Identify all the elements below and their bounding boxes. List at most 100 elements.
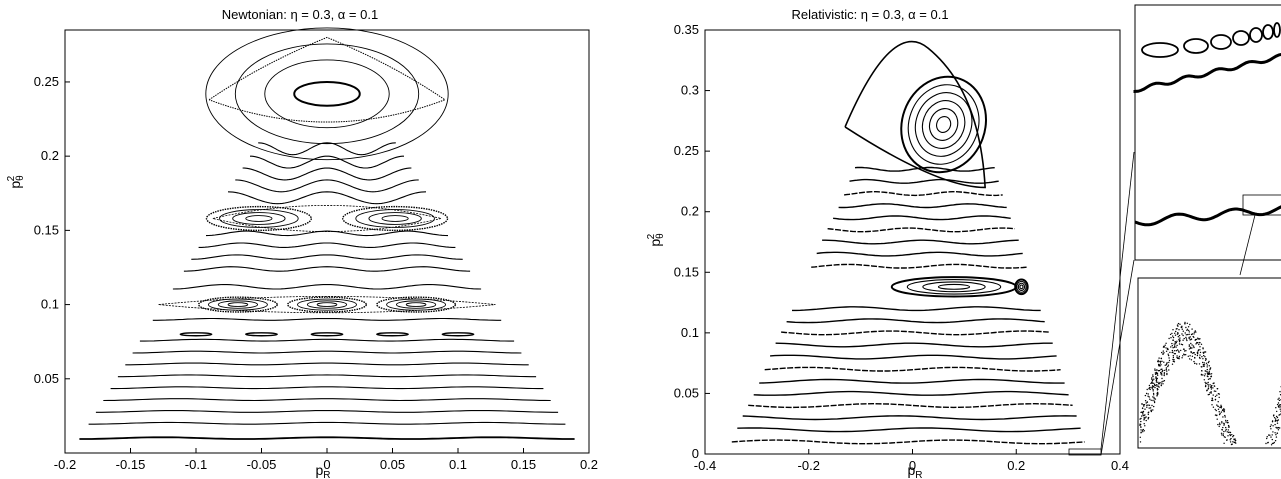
newtonian-island-orbit — [205, 205, 312, 232]
newtonian-island-orbit — [376, 296, 457, 313]
inset-scatter-point — [1206, 368, 1209, 371]
relativistic-x-tick-label: 0.2 — [1007, 458, 1025, 473]
inset-scatter-point — [1209, 392, 1211, 394]
inset-scatter-point — [1275, 415, 1278, 418]
inset-scatter-point — [1216, 394, 1218, 396]
inset-zoom-box — [1242, 194, 1281, 216]
inset-scatter-point — [1209, 367, 1212, 369]
inset-scatter-point — [1203, 362, 1206, 364]
inset-scatter-point — [1209, 368, 1211, 371]
inset-scatter-point — [1188, 333, 1190, 335]
inset-scatter-point — [1156, 389, 1159, 391]
inset-scatter-point — [1207, 387, 1210, 389]
relativistic-title: Relativistic: η = 0.3, α = 0.1 — [791, 7, 948, 22]
inset-scatter-point — [1151, 385, 1154, 387]
inset-scatter-point — [1156, 372, 1158, 374]
newtonian-x-tick-label: -0.05 — [247, 457, 277, 472]
inset-scatter-point — [1149, 407, 1152, 409]
inset-scatter-point — [1193, 352, 1196, 354]
inset-scatter-point — [1222, 416, 1224, 418]
inset-scatter-point — [1202, 374, 1204, 376]
inset-scatter-point — [1204, 359, 1207, 361]
inset-scatter-point — [1172, 329, 1174, 331]
inset-scatter-point — [1210, 392, 1212, 394]
inset-scatter-point — [1172, 339, 1175, 341]
inset-scatter-point — [1162, 383, 1164, 385]
inset-scatter-point — [1153, 378, 1155, 380]
zoom-connector-top — [1100, 151, 1135, 450]
newtonian-x-tick-label: 0 — [323, 457, 330, 472]
relativistic-torus-curve — [775, 342, 1053, 348]
inset-scatter-point — [1143, 405, 1145, 407]
relativistic-torus-curve — [781, 330, 1049, 336]
inset-scatter-point — [1216, 404, 1218, 406]
inset-scatter-point — [1155, 376, 1157, 378]
inset-scatter-point — [1211, 398, 1214, 400]
newtonian-torus-curve — [191, 254, 463, 260]
inset-scatter-point — [1220, 404, 1222, 406]
inset-scatter-point — [1175, 330, 1177, 333]
inset-scatter-point — [1157, 385, 1159, 387]
relativistic-torus-curve — [792, 306, 1041, 312]
inset-scatter-point — [1157, 391, 1159, 394]
newtonian-island-orbit — [297, 298, 357, 311]
inset-scatter-point — [1148, 404, 1151, 406]
inset-scatter-point — [1156, 387, 1159, 390]
newtonian-island-orbit — [355, 209, 435, 228]
inset-scatter-point — [1152, 392, 1155, 395]
inset-scatter-point — [1153, 398, 1155, 400]
inset-scatter-point — [1178, 358, 1180, 360]
inset-island-orbit — [1273, 22, 1281, 38]
inset-scatter-point — [1223, 409, 1226, 411]
inset-scatter-point — [1154, 384, 1156, 386]
inset-scatter-point — [1273, 417, 1276, 419]
inset-scatter-point — [1226, 420, 1229, 422]
relativistic-torus-curve — [822, 239, 1019, 245]
inset-scatter-point — [1196, 352, 1199, 354]
inset-scatter-point — [1158, 386, 1160, 388]
inset-scatter-point — [1145, 392, 1148, 395]
inset-scatter-point — [1227, 424, 1230, 427]
inset-scatter-point — [1166, 373, 1168, 376]
inset-scatter-point — [1266, 436, 1268, 438]
inset-scatter-point — [1153, 401, 1156, 404]
inset-scatter-point — [1148, 384, 1151, 387]
inset-scatter-point — [1153, 394, 1155, 396]
inset-scatter-point — [1178, 338, 1180, 341]
inset-scatter-point — [1173, 343, 1176, 345]
inset-scatter-point — [1161, 377, 1163, 380]
inset-scatter-point — [1153, 382, 1155, 384]
inset-scatter-point — [1191, 328, 1193, 330]
inset-scatter-point — [1218, 396, 1220, 399]
relativistic-island-orbit — [906, 279, 1002, 295]
newtonian-island-orbit — [232, 212, 286, 225]
inset-scatter-point — [1179, 337, 1181, 339]
inset-scatter-point — [1170, 337, 1172, 339]
inset-scatter-point — [1142, 431, 1144, 433]
newtonian-island-orbit — [381, 215, 409, 222]
inset-scatter-point — [1206, 371, 1208, 373]
inset-scatter-point — [1218, 413, 1221, 416]
inset-scatter-point — [1144, 414, 1146, 416]
newtonian-top-island-orbit — [293, 80, 361, 107]
inset-scatter-point — [1153, 405, 1155, 408]
newtonian-x-tick-label: 0.1 — [449, 457, 467, 472]
inset-top-frame — [1134, 4, 1281, 261]
relativistic-island-orbit — [921, 100, 966, 149]
relativistic-y-tick-label: 0.25 — [674, 143, 699, 158]
inset-scatter-point — [1176, 355, 1178, 357]
inset-scatter-point — [1206, 366, 1208, 368]
inset-scatter-point — [1157, 363, 1160, 366]
inset-scatter-point — [1273, 441, 1276, 444]
inset-scatter-point — [1151, 377, 1153, 379]
relativistic-torus-curve — [770, 354, 1057, 360]
relativistic-island-orbit — [928, 108, 959, 141]
inset-scatter-point — [1202, 358, 1204, 360]
newtonian-torus-curve — [258, 142, 396, 156]
inset-scatter-point — [1168, 337, 1170, 340]
inset-scatter-point — [1277, 429, 1280, 431]
inset-scatter-point — [1159, 381, 1161, 384]
inset-scatter-point — [1161, 381, 1163, 383]
inset-scatter-point — [1229, 441, 1232, 443]
inset-scatter-point — [1143, 430, 1146, 432]
